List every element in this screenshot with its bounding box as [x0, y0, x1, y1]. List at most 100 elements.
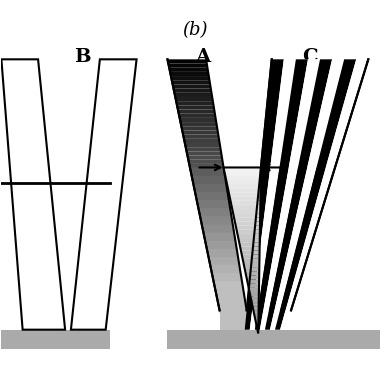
Polygon shape — [235, 221, 260, 226]
Polygon shape — [232, 209, 260, 213]
Polygon shape — [206, 244, 237, 248]
Polygon shape — [214, 285, 243, 289]
Polygon shape — [193, 184, 228, 192]
Polygon shape — [176, 101, 214, 105]
Polygon shape — [275, 167, 326, 330]
Polygon shape — [198, 206, 230, 210]
Polygon shape — [210, 265, 240, 268]
Polygon shape — [203, 231, 235, 235]
Polygon shape — [193, 180, 226, 185]
Polygon shape — [237, 230, 260, 234]
Polygon shape — [172, 80, 210, 84]
Polygon shape — [228, 188, 261, 193]
Polygon shape — [170, 72, 209, 76]
Polygon shape — [174, 93, 212, 97]
Polygon shape — [198, 208, 231, 216]
Polygon shape — [226, 180, 261, 184]
Polygon shape — [2, 330, 110, 349]
Polygon shape — [241, 251, 259, 255]
Polygon shape — [202, 227, 234, 231]
Polygon shape — [219, 306, 247, 310]
Polygon shape — [192, 175, 226, 184]
Polygon shape — [274, 59, 344, 310]
Polygon shape — [210, 265, 240, 273]
Polygon shape — [233, 213, 260, 217]
Polygon shape — [255, 167, 289, 330]
Polygon shape — [209, 260, 239, 265]
Polygon shape — [265, 167, 307, 330]
Polygon shape — [280, 59, 356, 310]
Polygon shape — [207, 248, 237, 252]
Polygon shape — [190, 168, 224, 172]
Polygon shape — [216, 294, 245, 298]
Polygon shape — [171, 76, 209, 80]
Polygon shape — [248, 284, 259, 288]
Polygon shape — [173, 89, 212, 93]
Polygon shape — [173, 84, 211, 89]
Polygon shape — [220, 314, 247, 322]
Polygon shape — [194, 189, 228, 193]
Polygon shape — [258, 59, 308, 310]
Polygon shape — [191, 172, 225, 177]
Polygon shape — [252, 305, 259, 308]
Polygon shape — [245, 167, 270, 330]
Polygon shape — [251, 300, 259, 305]
Polygon shape — [207, 249, 238, 257]
Polygon shape — [180, 118, 216, 122]
Polygon shape — [239, 242, 260, 246]
Polygon shape — [253, 308, 259, 313]
Polygon shape — [209, 257, 239, 265]
Polygon shape — [224, 167, 261, 172]
Polygon shape — [192, 177, 226, 180]
Polygon shape — [197, 200, 230, 208]
Polygon shape — [202, 224, 234, 232]
Polygon shape — [200, 218, 233, 223]
Polygon shape — [240, 246, 259, 251]
Polygon shape — [286, 59, 368, 310]
Polygon shape — [2, 59, 65, 330]
Polygon shape — [238, 238, 260, 242]
Polygon shape — [244, 263, 259, 267]
Polygon shape — [250, 292, 259, 296]
Polygon shape — [167, 59, 207, 63]
Polygon shape — [247, 59, 368, 310]
Polygon shape — [212, 273, 241, 277]
Polygon shape — [237, 234, 260, 238]
Polygon shape — [71, 59, 137, 330]
Polygon shape — [196, 197, 229, 202]
Polygon shape — [227, 184, 261, 188]
Polygon shape — [215, 289, 245, 297]
Text: C: C — [303, 48, 318, 66]
Polygon shape — [219, 305, 247, 314]
Polygon shape — [194, 185, 227, 189]
Polygon shape — [200, 214, 232, 218]
Polygon shape — [199, 210, 231, 214]
Polygon shape — [185, 143, 220, 147]
Polygon shape — [208, 256, 238, 260]
Polygon shape — [269, 59, 332, 310]
Polygon shape — [224, 172, 261, 176]
Polygon shape — [246, 275, 259, 280]
Polygon shape — [168, 63, 207, 68]
Polygon shape — [255, 317, 259, 321]
Polygon shape — [242, 255, 259, 259]
Polygon shape — [250, 167, 279, 330]
Polygon shape — [181, 126, 217, 130]
Polygon shape — [175, 97, 213, 101]
Polygon shape — [203, 232, 235, 240]
Polygon shape — [207, 252, 238, 256]
Polygon shape — [189, 164, 224, 168]
Polygon shape — [218, 302, 246, 306]
Polygon shape — [187, 156, 222, 160]
Polygon shape — [263, 59, 320, 310]
Text: A: A — [194, 48, 210, 66]
Polygon shape — [214, 281, 243, 285]
Polygon shape — [184, 139, 220, 143]
Polygon shape — [245, 271, 259, 275]
Polygon shape — [243, 259, 259, 263]
Polygon shape — [249, 288, 259, 292]
Polygon shape — [169, 68, 208, 72]
Polygon shape — [217, 298, 245, 302]
Polygon shape — [195, 193, 228, 197]
Polygon shape — [247, 59, 284, 310]
